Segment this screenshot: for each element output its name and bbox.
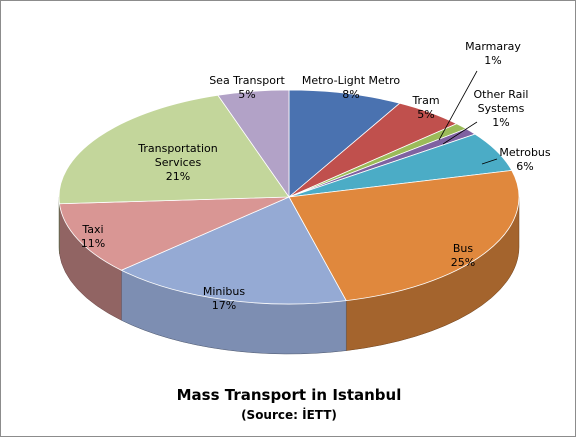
pie-tops [59, 90, 519, 304]
slice-value-marmaray: 1% [484, 54, 501, 67]
slice-name-metro-light-metro: Metro-Light Metro [302, 74, 401, 87]
slice-name-transportation-services: Transportation [137, 142, 217, 155]
slice-value-other-rail-systems: 1% [492, 116, 509, 129]
slice-value-tram: 5% [417, 108, 434, 121]
slice-value-metrobus: 6% [516, 160, 533, 173]
slice-name-other-rail-systems: Systems [478, 102, 525, 115]
slice-name-tram: Tram [411, 94, 439, 107]
slice-name-minibus: Minibus [203, 285, 246, 298]
slice-value-transportation-services: 21% [166, 170, 190, 183]
slice-value-taxi: 11% [81, 237, 105, 250]
slice-value-minibus: 17% [212, 299, 236, 312]
slice-name-other-rail-systems: Other Rail [474, 88, 529, 101]
slice-value-bus: 25% [451, 256, 475, 269]
chart-title: Mass Transport in Istanbul [177, 386, 402, 404]
slice-name-sea-transport: Sea Transport [209, 74, 285, 87]
slice-name-marmaray: Marmaray [465, 40, 521, 53]
slice-name-taxi: Taxi [81, 223, 103, 236]
slice-name-metrobus: Metrobus [499, 146, 551, 159]
slice-name-bus: Bus [453, 242, 474, 255]
chart-subtitle: (Source: İETT) [241, 407, 337, 422]
slice-name-transportation-services: Services [155, 156, 202, 169]
slice-value-sea-transport: 5% [238, 88, 255, 101]
slice-value-metro-light-metro: 8% [342, 88, 359, 101]
